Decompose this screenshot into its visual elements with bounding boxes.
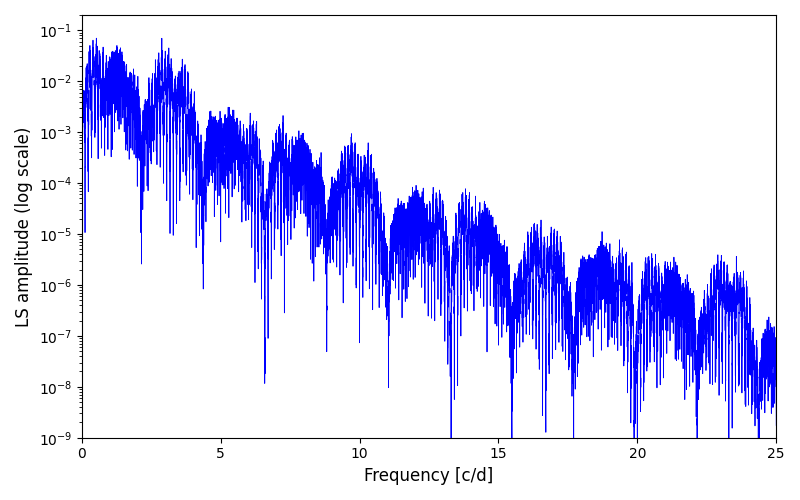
X-axis label: Frequency [c/d]: Frequency [c/d] [364, 467, 494, 485]
Y-axis label: LS amplitude (log scale): LS amplitude (log scale) [15, 126, 33, 326]
